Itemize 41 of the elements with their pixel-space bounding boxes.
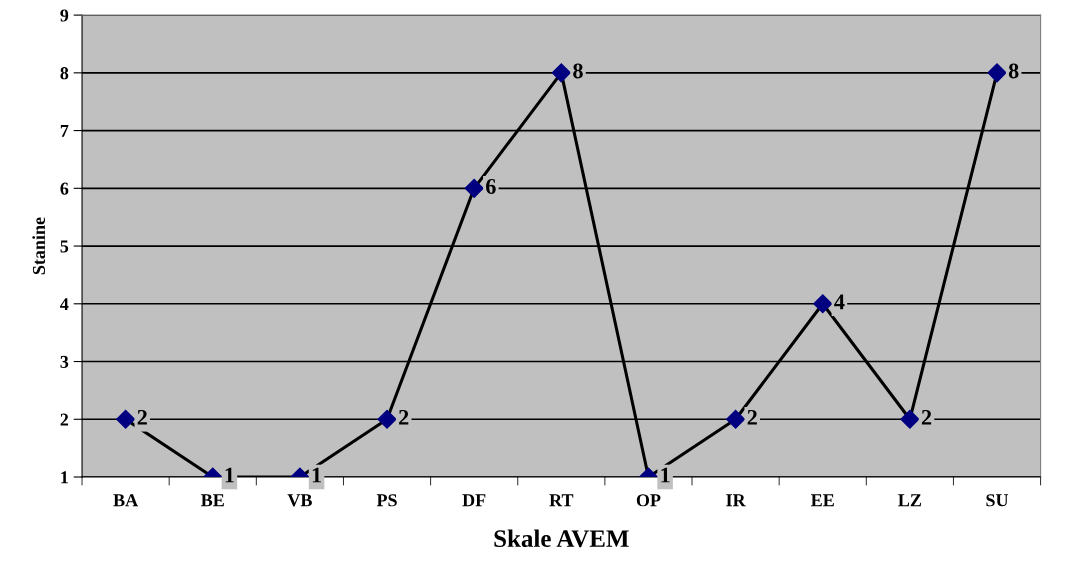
point [813,294,833,314]
data-label: 2 [137,409,147,425]
x-tick-label: DF [462,494,486,507]
x-tick-label: BE [201,494,224,507]
y-tick-label: 2 [60,413,69,426]
y-tick-label: 1 [61,471,68,484]
x-tick-label: PS [376,494,397,507]
point [464,178,484,198]
data-label: 1 [312,467,321,483]
y-axis-title: Stanine [32,217,46,275]
point [900,409,920,429]
x-tick-label: BA [113,494,139,507]
point [551,63,571,83]
data-label: 2 [399,409,409,425]
x-axis-title: Skale AVEM [494,529,629,548]
y-tick-label: 5 [60,240,69,253]
data-label: 4 [834,294,845,310]
y-tick-label: 3 [60,355,69,368]
point [377,409,397,429]
x-tick-label: IR [726,494,746,507]
data-label: 8 [1008,63,1019,79]
data-label: 2 [921,409,932,425]
x-tick-label: OP [636,494,661,507]
x-tick-label: LZ [898,494,921,507]
y-tick-label: 9 [60,9,69,22]
data-label: 1 [661,467,670,483]
y-tick-label: 7 [60,125,69,137]
data-label: 6 [486,178,496,194]
y-tick-label: 6 [60,182,69,195]
data-label: 2 [747,409,757,425]
x-tick-label: EE [811,494,834,507]
data-label: 8 [573,63,583,79]
y-tick-label: 4 [60,298,69,311]
x-tick-label: SU [986,494,1009,507]
x-tick-label: RT [549,494,574,507]
point [987,63,1007,83]
point [116,409,136,429]
data-label: 1 [225,467,234,483]
point [726,409,746,429]
y-tick-label: 8 [60,67,69,80]
x-tick-label: VB [287,494,312,507]
